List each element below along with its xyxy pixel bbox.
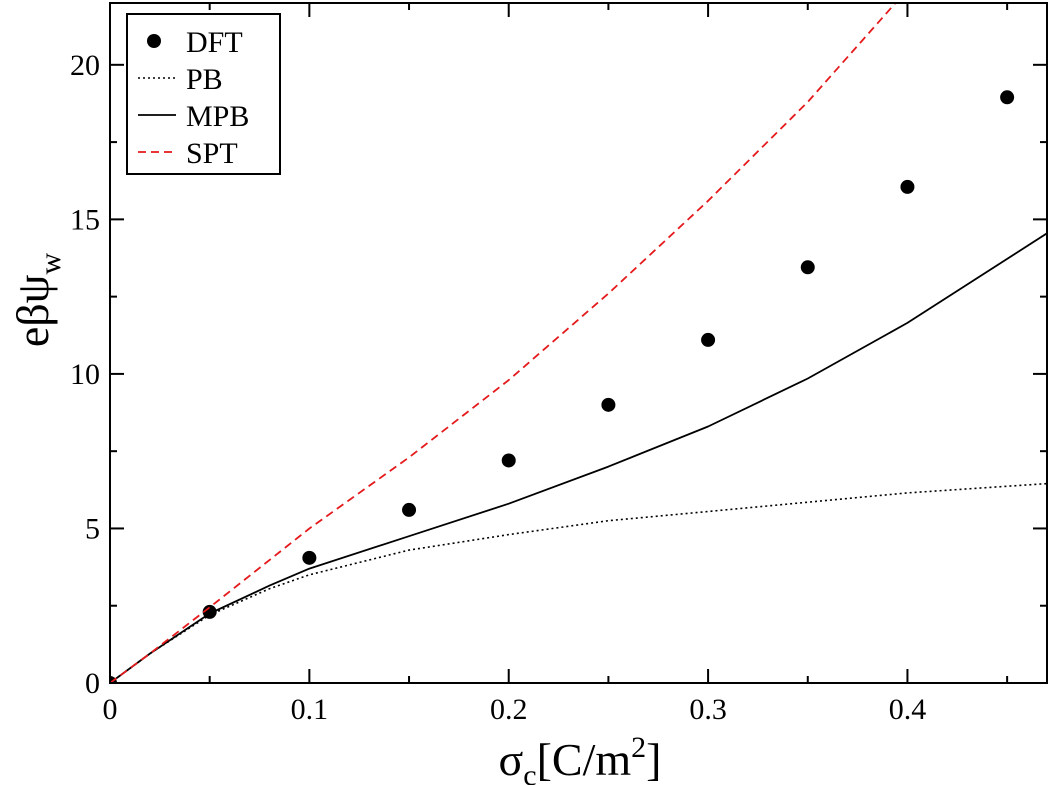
dft-point	[402, 502, 417, 517]
mpb-line	[110, 232, 1047, 683]
x-tick-label: 0.1	[291, 693, 329, 726]
x-axis-label-rest: [C/m	[537, 734, 632, 785]
dft-point	[302, 550, 317, 565]
dft-point	[900, 179, 915, 194]
x-axis-label-end: ]	[646, 734, 661, 785]
tick-labels: 0 0.1 0.2 0.3 0.4 0 5 10 15 20	[70, 49, 926, 726]
legend-pb-label: PB	[186, 63, 223, 96]
x-axis-label-base: σ	[498, 734, 523, 785]
y-tick-label: 5	[85, 512, 100, 545]
legend-spt-label: SPT	[186, 137, 238, 170]
legend-dft-marker	[147, 34, 161, 48]
series-layer	[110, 3, 1047, 683]
y-tick-label: 15	[70, 203, 100, 236]
x-tick-label: 0.3	[689, 693, 727, 726]
spt-line	[110, 3, 897, 683]
dft-point	[601, 397, 616, 412]
y-tick-label: 20	[70, 49, 100, 82]
y-tick-label: 10	[70, 358, 100, 391]
y-axis-label-sub: w	[34, 253, 67, 275]
dft-point	[1000, 90, 1015, 105]
x-tick-label: 0.2	[490, 693, 528, 726]
dft-point	[800, 260, 815, 275]
ticks-layer	[109, 3, 1047, 684]
legend-mpb-label: MPB	[186, 100, 249, 133]
legend-dft-label: DFT	[186, 26, 243, 59]
pb-line	[110, 482, 1047, 683]
x-axis-label-sub: c	[523, 759, 536, 785]
x-axis-label-sup: 2	[631, 731, 646, 764]
plot-frame	[109, 2, 1048, 684]
y-tick-label: 0	[85, 667, 100, 700]
dft-point	[501, 453, 516, 468]
y-axis-label-base: eβψ	[7, 274, 58, 347]
dft-point	[701, 332, 716, 347]
x-tick-label: 0	[103, 693, 118, 726]
x-tick-label: 0.4	[889, 693, 927, 726]
legend: DFT PB MPB SPT	[126, 13, 281, 175]
x-axis-label: σc[C/m2]	[498, 731, 661, 785]
y-axis-label: eβψw	[7, 253, 67, 348]
